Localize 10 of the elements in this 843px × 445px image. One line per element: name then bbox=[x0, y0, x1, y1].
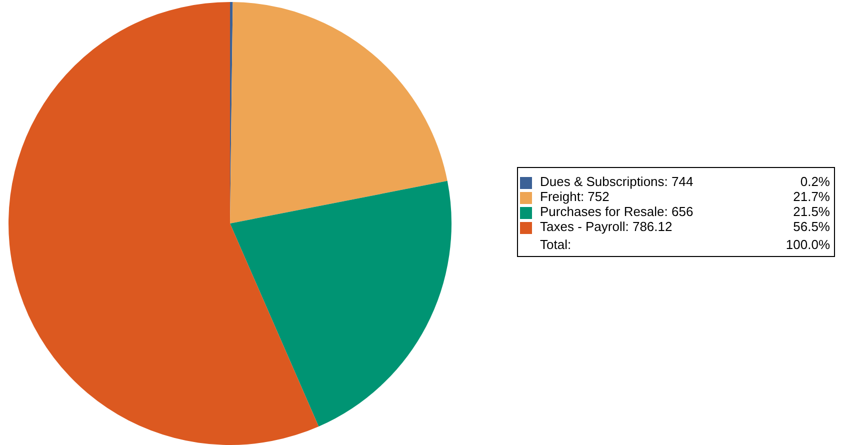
data-label: 21.7% bbox=[792, 189, 831, 204]
data-label: 0.2% bbox=[799, 174, 831, 189]
data-label: 56.5% bbox=[792, 219, 831, 234]
text: 100.0% bbox=[784, 236, 831, 252]
legend-label: Taxes - Payroll: 786.12 bbox=[539, 219, 674, 234]
legend-label: Purchases for Resale: 656 bbox=[539, 204, 694, 219]
legend-label: Freight: 752 bbox=[539, 189, 610, 204]
data-label: 21.5% bbox=[792, 204, 831, 219]
legend-label: Dues & Subscriptions: 744 bbox=[539, 174, 694, 189]
text: Total: bbox=[539, 236, 572, 252]
